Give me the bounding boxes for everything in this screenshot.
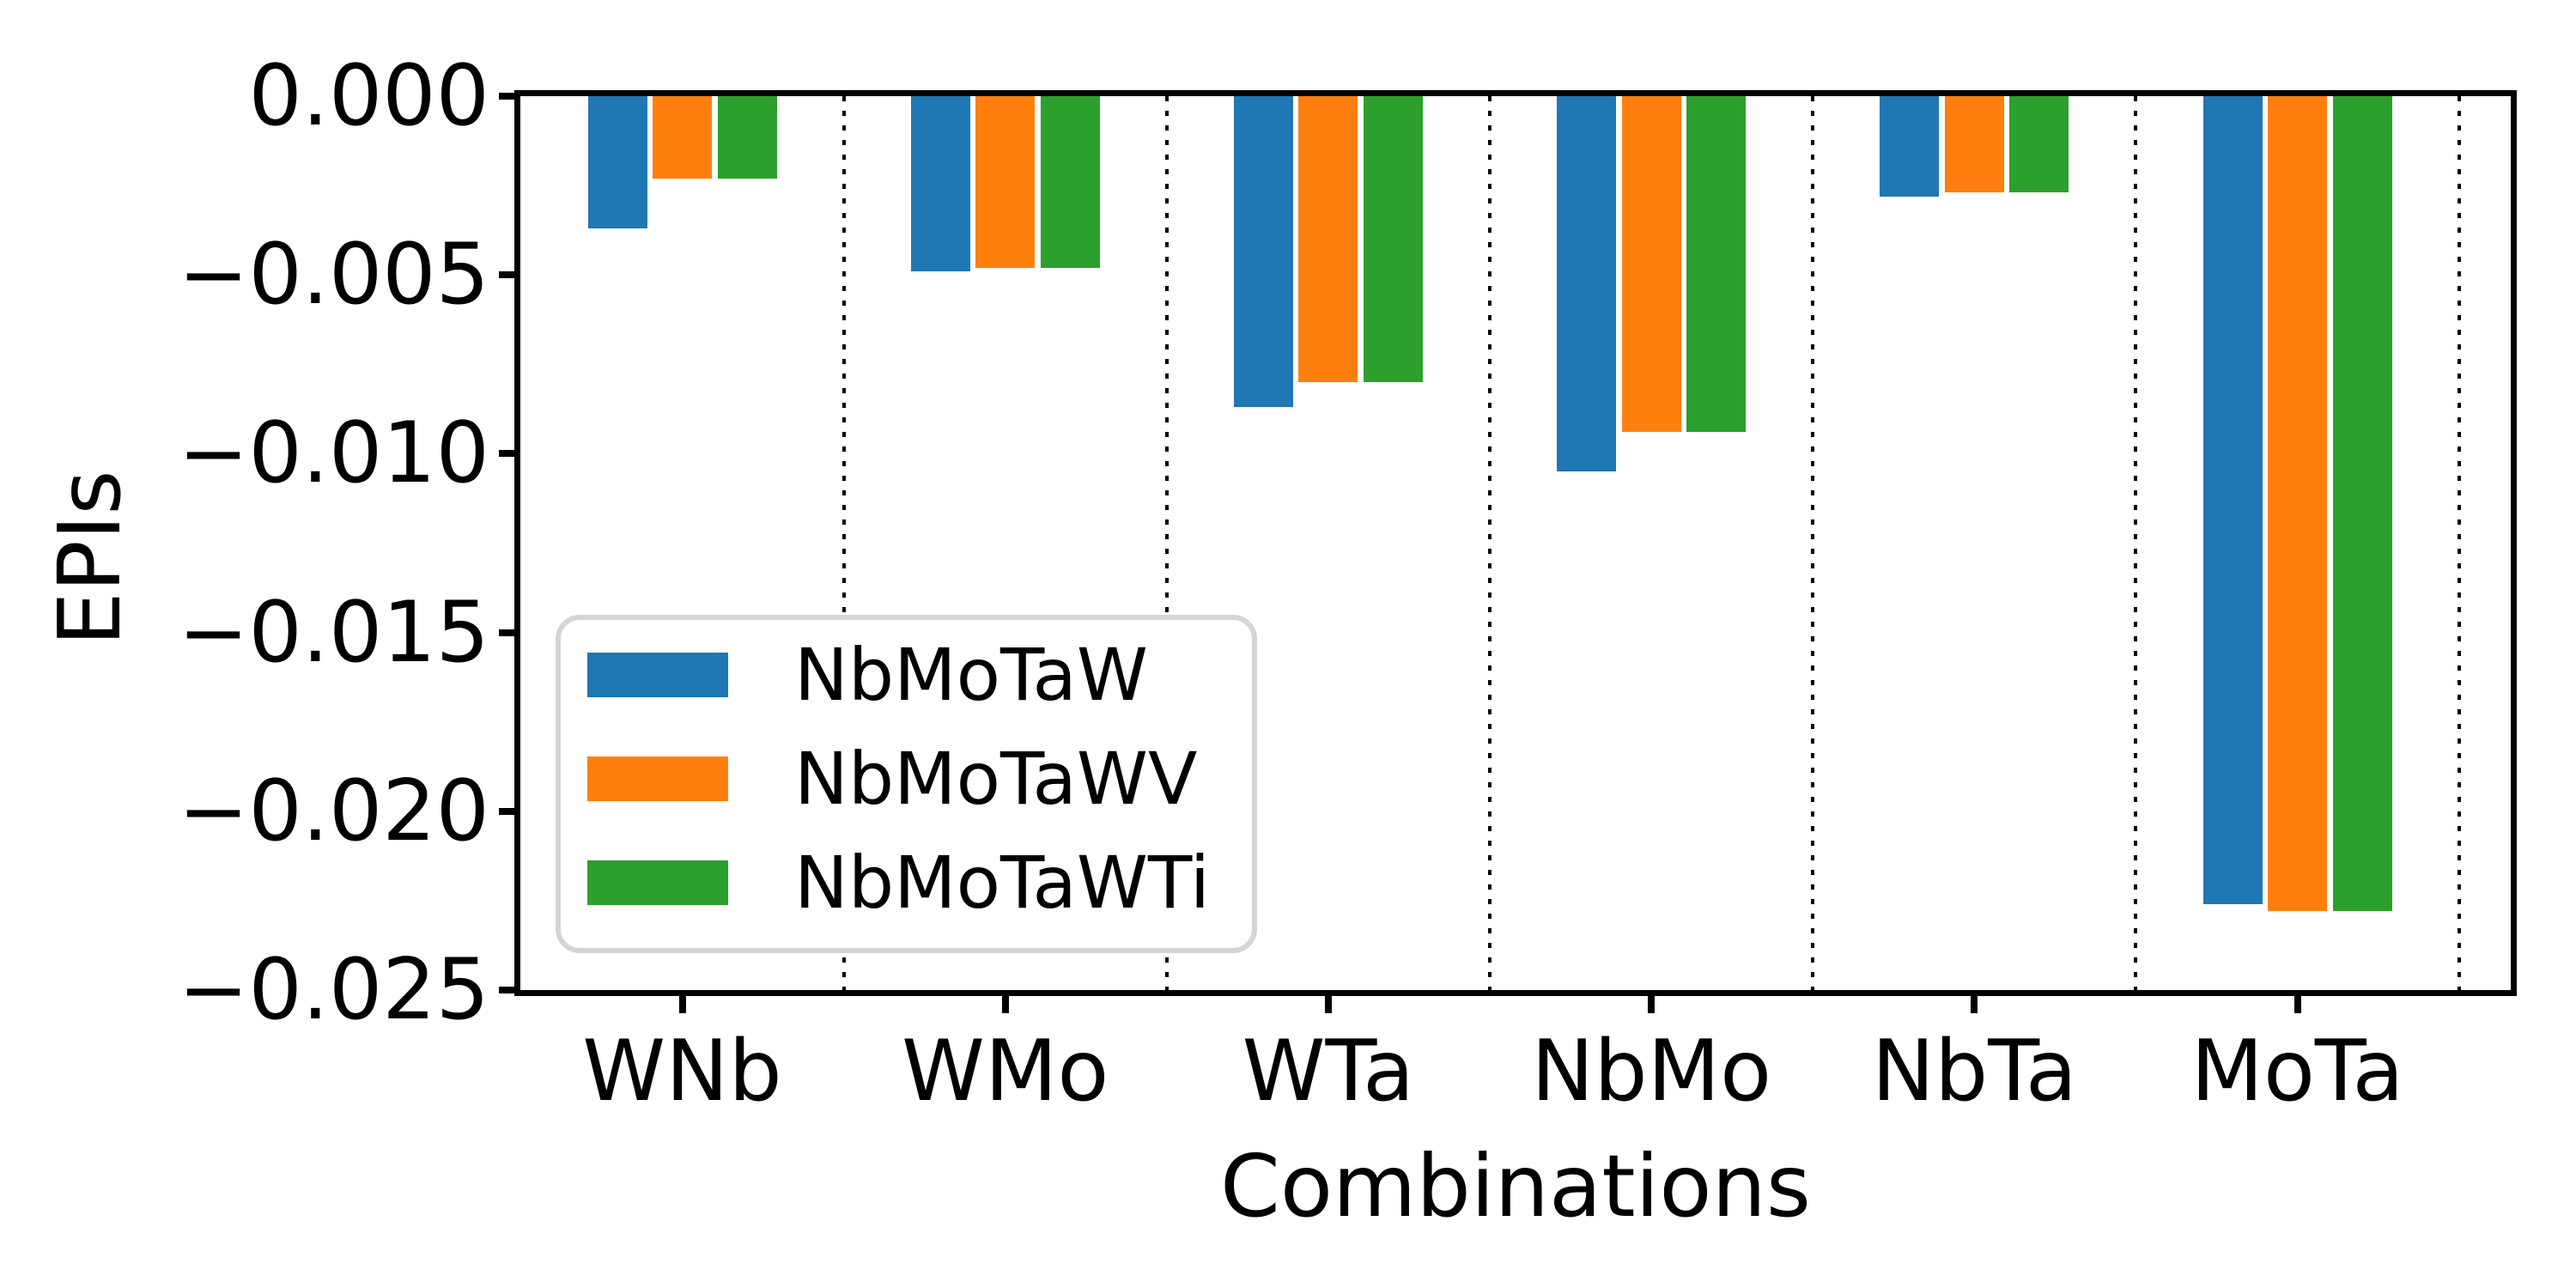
bar-NbTa-NbMoTaWV	[1944, 96, 2004, 192]
x-tick-mark	[678, 993, 686, 1013]
x-tick-label: WMo	[901, 1023, 1109, 1121]
bar-WTa-NbMoTaWTi	[1363, 96, 1423, 382]
bar-NbTa-NbMoTaW	[1880, 96, 1940, 197]
bar-NbMo-NbMoTaW	[1557, 96, 1617, 471]
category-separator	[1811, 96, 1815, 990]
y-tick-label: −0.020	[178, 762, 489, 860]
bar-WMo-NbMoTaW	[910, 96, 970, 271]
category-separator	[2457, 96, 2461, 990]
bar-NbMo-NbMoTaWTi	[1686, 96, 1747, 432]
bar-WMo-NbMoTaWTi	[1040, 96, 1100, 268]
bar-WNb-NbMoTaWV	[653, 96, 712, 179]
bar-MoTa-NbMoTaW	[2202, 96, 2263, 904]
x-tick-mark	[1648, 993, 1656, 1013]
x-tick-mark	[1971, 993, 1978, 1013]
category-separator	[1164, 96, 1169, 990]
x-tick-label: WNb	[582, 1023, 782, 1121]
y-tick-mark	[499, 807, 520, 815]
legend-label: NbMoTaWV	[794, 737, 1198, 821]
legend-swatch	[587, 653, 728, 697]
x-tick-mark	[1324, 993, 1332, 1013]
legend-label: NbMoTaW	[794, 633, 1148, 717]
x-tick-mark	[2293, 993, 2301, 1013]
bar-WTa-NbMoTaW	[1233, 96, 1293, 407]
y-tick-label: −0.015	[178, 583, 489, 682]
y-tick-label: 0.000	[248, 47, 489, 145]
x-axis-label: Combinations	[1220, 1136, 1811, 1236]
legend: NbMoTaW NbMoTaWV NbMoTaWTi	[556, 615, 1257, 953]
category-separator	[841, 96, 846, 990]
legend-row: NbMoTaW	[587, 632, 1148, 718]
bar-WMo-NbMoTaWV	[975, 96, 1036, 268]
legend-swatch	[587, 860, 728, 905]
legend-swatch	[587, 756, 728, 801]
y-tick-mark	[499, 629, 520, 636]
y-tick-mark	[499, 271, 520, 279]
bar-MoTa-NbMoTaWTi	[2332, 96, 2392, 911]
bar-WNb-NbMoTaW	[587, 96, 647, 228]
y-tick-label: −0.005	[178, 226, 489, 325]
x-tick-label: NbMo	[1531, 1023, 1772, 1121]
category-separator	[2134, 96, 2138, 990]
legend-label: NbMoTaWTi	[794, 841, 1211, 925]
y-tick-mark	[499, 93, 520, 100]
x-tick-label: NbTa	[1871, 1023, 2077, 1121]
y-tick-mark	[499, 987, 520, 993]
bar-NbMo-NbMoTaWV	[1621, 96, 1681, 432]
category-separator	[1488, 96, 1492, 990]
bar-NbTa-NbMoTaWTi	[2009, 96, 2069, 192]
bar-WNb-NbMoTaWTi	[717, 96, 777, 179]
x-tick-mark	[1001, 993, 1009, 1013]
x-tick-label: MoTa	[2190, 1023, 2404, 1121]
bar-WTa-NbMoTaWV	[1298, 96, 1358, 382]
y-tick-label: −0.025	[178, 941, 489, 1039]
x-tick-label: WTa	[1242, 1023, 1415, 1121]
y-tick-label: −0.010	[178, 404, 489, 503]
legend-row: NbMoTaWTi	[587, 840, 1210, 926]
bar-MoTa-NbMoTaWV	[2268, 96, 2327, 911]
legend-row: NbMoTaWV	[587, 736, 1197, 822]
y-tick-mark	[499, 450, 520, 458]
